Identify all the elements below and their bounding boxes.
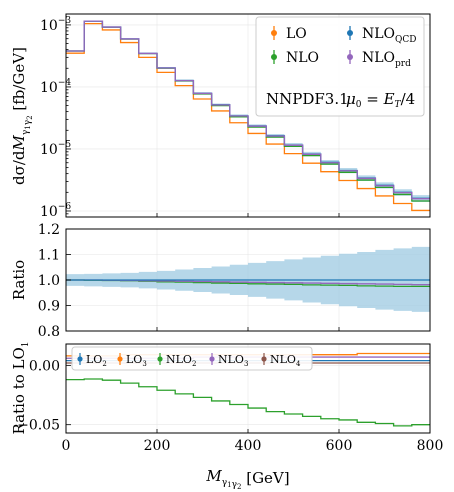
legend-label: LO — [286, 26, 307, 42]
lo1-ratio-panel-ylabel: Ratio to LO1 — [10, 341, 31, 434]
ratio-panel-ylabel: Ratio — [10, 260, 28, 300]
legend-label: LO3 — [126, 353, 147, 368]
y-tick-label: 1.2 — [38, 222, 60, 238]
ratio-panel-yticks: 1.2 1.1 1.0 0.9 0.8 — [38, 222, 431, 340]
x-tick-label: 0 — [62, 438, 71, 454]
series-nlo-prd — [66, 20, 430, 200]
pdf-annotation: NNPDF3.1 — [266, 90, 349, 108]
legend-label: NLO2 — [166, 353, 196, 368]
y-tick-label: 0.8 — [38, 324, 60, 340]
lo1-ratio-panel-ticks: 0 200 400 600 800 0.00 −0.05 — [17, 358, 443, 454]
y-tick-label: 1.0 — [38, 273, 60, 289]
legend-label: NLO — [286, 50, 319, 66]
legend-label: NLO4 — [270, 353, 301, 368]
y-tick-label: 0.9 — [38, 299, 60, 315]
x-tick-label: 200 — [144, 438, 171, 454]
legend-label: LO2 — [86, 353, 107, 368]
ratio-panel: 1.2 1.1 1.0 0.9 0.8 Ratio — [10, 222, 431, 340]
legend-label: NLO3 — [218, 353, 248, 368]
y-tick-label: −0.05 — [17, 418, 60, 434]
x-tick-label: 400 — [235, 438, 262, 454]
x-tick-label: 600 — [326, 438, 353, 454]
y-tick-label: 1.1 — [38, 248, 60, 264]
series-lo — [66, 22, 430, 212]
main-panel-uncertainty-band — [66, 20, 430, 202]
ratio-panel-series — [66, 279, 430, 288]
y-tick-label: 0.00 — [29, 358, 60, 374]
x-axis-label: Mγ1γ2 [GeV] — [205, 467, 289, 491]
main-panel-series — [66, 20, 430, 212]
lo1-ratio-panel-legend-entries: LO2 LO3 NLO2 NLO3 NLO4 — [77, 353, 301, 368]
x-tick-label: 800 — [417, 438, 444, 454]
lo1-ratio-panel-legend — [71, 346, 313, 371]
main-panel-ylabel: dσ/dMγ1γ2 [fb/GeV] — [10, 47, 34, 185]
main-panel: 10−310−410−510−6 dσ/dMγ1γ2 [fb/GeV] LO NL… — [10, 13, 431, 220]
lo1-ratio-series-nlo2 — [66, 378, 430, 427]
main-panel-legend — [255, 16, 425, 117]
